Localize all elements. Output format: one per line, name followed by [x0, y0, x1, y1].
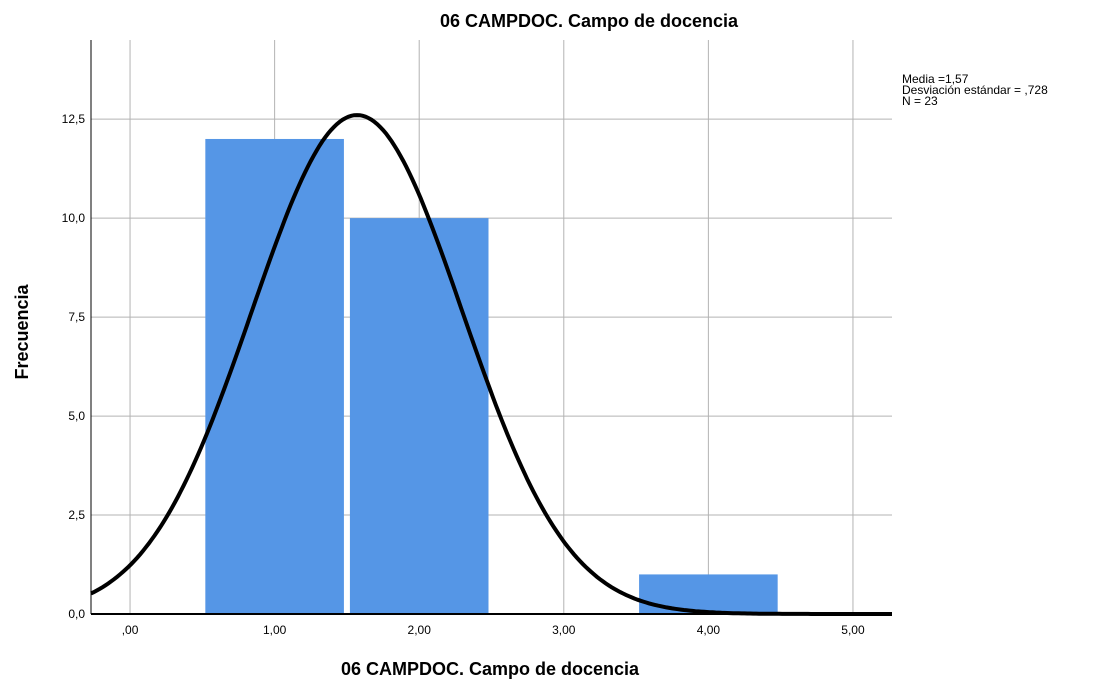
x-tick-label: ,00	[122, 623, 139, 637]
y-tick-label: 0,0	[68, 607, 85, 621]
stats-line: N = 23	[902, 94, 938, 108]
x-tick-label: 2,00	[408, 623, 432, 637]
y-tick-label: 5,0	[68, 409, 85, 423]
x-tick-label: 4,00	[697, 623, 721, 637]
x-tick-label: 1,00	[263, 623, 287, 637]
x-tick-label: 5,00	[841, 623, 865, 637]
stats-line: Desviación estándar = ,728	[902, 83, 1048, 97]
y-tick-label: 12,5	[62, 112, 86, 126]
y-tick-label: 7,5	[68, 310, 85, 324]
x-tick-labels: ,00 1,00 2,00 3,00 4,00 5,00	[122, 623, 865, 637]
x-tick-label: 3,00	[552, 623, 576, 637]
y-axis-label: Frecuencia	[12, 283, 32, 379]
stats-line: Media =1,57	[902, 72, 969, 86]
chart-title: 06 CAMPDOC. Campo de docencia	[440, 11, 739, 31]
bar-0	[205, 138, 344, 614]
x-axis-label: 06 CAMPDOC. Campo de docencia	[341, 659, 640, 679]
y-tick-label: 10,0	[62, 211, 86, 225]
histogram-bars	[205, 138, 778, 614]
bar-1	[349, 218, 489, 614]
y-tick-label: 2,5	[68, 508, 85, 522]
y-tick-labels: 0,0 2,5 5,0 7,5 10,0 12,5	[62, 112, 86, 621]
